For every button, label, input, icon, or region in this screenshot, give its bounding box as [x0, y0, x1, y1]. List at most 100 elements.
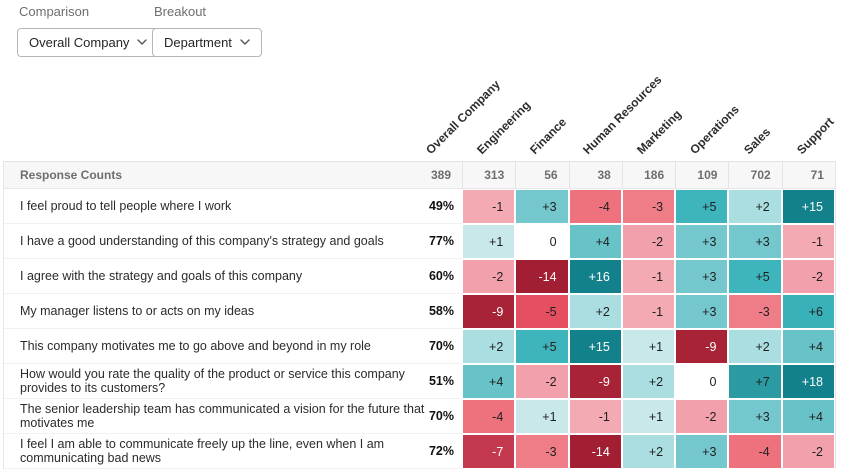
overall-percent: 58% — [429, 294, 462, 329]
heat-cell: -14 — [568, 434, 622, 469]
heat-cell: +2 — [462, 329, 516, 364]
heat-cell: +2 — [728, 189, 782, 224]
overall-percent: 77% — [429, 224, 462, 259]
table-row: How would you rate the quality of the pr… — [4, 364, 835, 399]
overall-percent: 60% — [429, 259, 462, 294]
heat-cell: +2 — [568, 294, 622, 329]
table-row: This company motivates me to go above an… — [4, 329, 835, 364]
heat-cell: +15 — [781, 189, 835, 224]
heat-cell: +18 — [781, 364, 835, 399]
heat-cell: +3 — [675, 434, 729, 469]
heat-cell: +4 — [781, 399, 835, 434]
heat-cell: -9 — [675, 329, 729, 364]
table-row: I agree with the strategy and goals of t… — [4, 259, 835, 294]
question-label: I feel I am able to communicate freely u… — [4, 434, 432, 469]
table-row: I feel I am able to communicate freely u… — [4, 434, 835, 469]
overall-percent: 51% — [429, 364, 462, 399]
heat-cell: -3 — [515, 434, 569, 469]
response-counts-row: Response Counts 389 313 56 38 186 109 70… — [4, 161, 835, 189]
heat-cell: -3 — [728, 294, 782, 329]
heat-cell: -2 — [675, 399, 729, 434]
heat-cell: -1 — [781, 224, 835, 259]
heat-cell: -1 — [568, 399, 622, 434]
overall-percent: 49% — [429, 189, 462, 224]
heat-cell: 0 — [675, 364, 729, 399]
heat-cell: +5 — [675, 189, 729, 224]
heat-cell: +1 — [462, 224, 516, 259]
response-counts-label: Response Counts — [20, 168, 123, 182]
breakout-label: Breakout — [154, 4, 207, 19]
heat-cell: -2 — [781, 259, 835, 294]
heat-cell: +3 — [675, 224, 729, 259]
heat-cell: +5 — [515, 329, 569, 364]
heat-cell: -2 — [621, 224, 676, 259]
heat-cell: +3 — [675, 294, 729, 329]
question-label: This company motivates me to go above an… — [4, 329, 432, 364]
heat-cell: +1 — [621, 329, 676, 364]
heat-cell: -2 — [781, 434, 835, 469]
breakout-dropdown[interactable]: Department — [152, 28, 262, 57]
column-header-support: Support — [794, 114, 837, 157]
overall-percent: 70% — [429, 329, 462, 364]
heat-cell: -4 — [462, 399, 516, 434]
filter-controls: Comparison Overall Company Breakout Depa… — [0, 0, 850, 62]
heat-cell: -1 — [462, 189, 516, 224]
comparison-label: Comparison — [19, 4, 90, 19]
response-count: 71 — [781, 162, 835, 188]
response-count: 38 — [568, 162, 622, 188]
breakout-dropdown-value: Department — [164, 35, 232, 50]
response-count: 186 — [621, 162, 675, 188]
heat-cell: +7 — [728, 364, 782, 399]
heat-cell: +4 — [462, 364, 516, 399]
response-count: 109 — [675, 162, 728, 188]
heat-cell: +1 — [515, 399, 569, 434]
comparison-control: Comparison Overall Company — [17, 4, 160, 57]
heat-cell: -14 — [515, 259, 569, 294]
heat-cell: +15 — [568, 329, 622, 364]
question-label: I have a good understanding of this comp… — [4, 224, 432, 259]
heat-cell: -5 — [515, 294, 569, 329]
comparison-dropdown-value: Overall Company — [29, 35, 130, 50]
heat-cell: +4 — [781, 329, 835, 364]
heat-cell: -4 — [568, 189, 622, 224]
comparison-dropdown[interactable]: Overall Company — [17, 28, 160, 57]
heatmap-table: Response Counts 389 313 56 38 186 109 70… — [3, 161, 836, 469]
heat-cell: -4 — [728, 434, 782, 469]
heat-cell: -9 — [568, 364, 622, 399]
question-label: I agree with the strategy and goals of t… — [4, 259, 432, 294]
heat-cell: +3 — [675, 259, 729, 294]
question-label: My manager listens to or acts on my idea… — [4, 294, 432, 329]
column-headers: Overall Company Engineering Finance Huma… — [0, 62, 850, 161]
heat-cell: +3 — [515, 189, 569, 224]
question-label: I feel proud to tell people where I work — [4, 189, 432, 224]
chevron-down-icon — [240, 39, 250, 45]
overall-percent: 70% — [429, 399, 462, 434]
column-header-finance: Finance — [527, 115, 570, 157]
heat-cell: 0 — [515, 224, 569, 259]
heat-cell: +6 — [781, 294, 835, 329]
heat-cell: +3 — [728, 224, 782, 259]
heat-cell: +3 — [728, 399, 782, 434]
column-header-operations: Operations — [687, 102, 742, 157]
response-count: 389 — [430, 168, 451, 182]
question-label: The senior leadership team has communica… — [4, 399, 432, 434]
heat-cell: -7 — [462, 434, 516, 469]
heat-cell: -9 — [462, 294, 516, 329]
table-row: I have a good understanding of this comp… — [4, 224, 835, 259]
heat-cell: +16 — [568, 259, 622, 294]
response-count: 702 — [728, 162, 781, 188]
table-row: The senior leadership team has communica… — [4, 399, 835, 434]
heat-cell: -2 — [515, 364, 569, 399]
heat-cell: +2 — [621, 434, 676, 469]
table-row: My manager listens to or acts on my idea… — [4, 294, 835, 329]
response-count: 56 — [515, 162, 568, 188]
breakout-control: Breakout Department — [152, 4, 262, 57]
heat-cell: -1 — [621, 294, 676, 329]
heat-cell: +2 — [728, 329, 782, 364]
chevron-down-icon — [137, 39, 148, 45]
response-count: 313 — [462, 162, 515, 188]
heat-cell: -3 — [621, 189, 676, 224]
heat-cell: +4 — [568, 224, 622, 259]
overall-percent: 72% — [429, 434, 462, 469]
